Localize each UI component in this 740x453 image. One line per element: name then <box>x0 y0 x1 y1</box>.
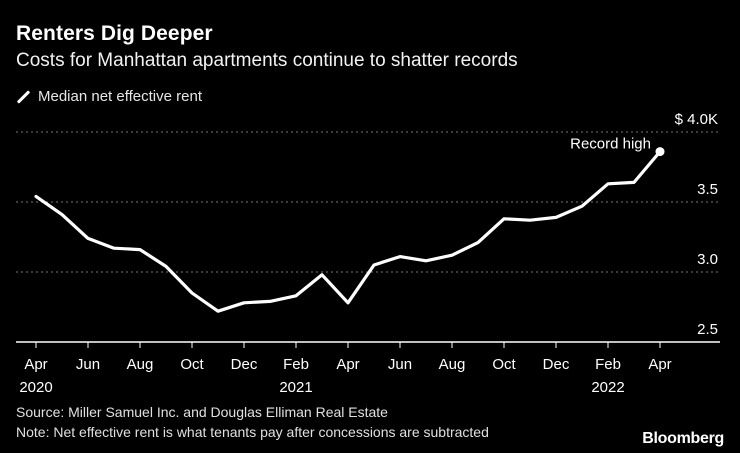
bloomberg-logo: Bloomberg <box>642 430 724 447</box>
x-year-label: 2020 <box>19 379 52 396</box>
x-tick-label: Jun <box>76 356 100 373</box>
x-tick-label: Feb <box>283 356 309 373</box>
legend-label: Median net effective rent <box>38 88 202 105</box>
x-tick-label: Oct <box>492 356 516 373</box>
x-tick-label: Dec <box>231 356 258 373</box>
chart-title: Renters Dig Deeper <box>16 22 213 45</box>
x-year-label: 2021 <box>279 379 312 396</box>
x-year-label: 2022 <box>591 379 624 396</box>
legend: Median net effective rent <box>16 88 202 105</box>
x-tick-label: Aug <box>439 356 466 373</box>
source-text: Source: Miller Samuel Inc. and Douglas E… <box>16 404 388 420</box>
line-chart: 2.5 3.0 3.5 $ 4.0K Apr 2020 Jun Aug Oct Dec Feb 202… <box>16 111 720 396</box>
x-tick-label: Dec <box>543 356 570 373</box>
x-tick-label: Jun <box>388 356 412 373</box>
x-tick-label: Apr <box>336 356 359 373</box>
y-tick-label: 3.5 <box>697 181 718 198</box>
x-tick-label: Oct <box>180 356 204 373</box>
note-text: Note: Net effective rent is what tenants… <box>16 424 489 440</box>
rent-series-line <box>34 149 662 313</box>
y-tick-label: 3.0 <box>697 251 718 268</box>
y-tick-label: 2.5 <box>697 321 718 338</box>
x-tick-label: Apr <box>24 356 47 373</box>
x-tick-label: Feb <box>595 356 621 373</box>
record-high-label: Record high <box>570 136 651 153</box>
y-tick-label: $ 4.0K <box>675 111 718 128</box>
x-tick-label: Aug <box>127 356 154 373</box>
x-tick-label: Apr <box>648 356 671 373</box>
record-high-marker <box>655 147 665 157</box>
chart-subtitle: Costs for Manhattan apartments continue … <box>16 50 518 71</box>
